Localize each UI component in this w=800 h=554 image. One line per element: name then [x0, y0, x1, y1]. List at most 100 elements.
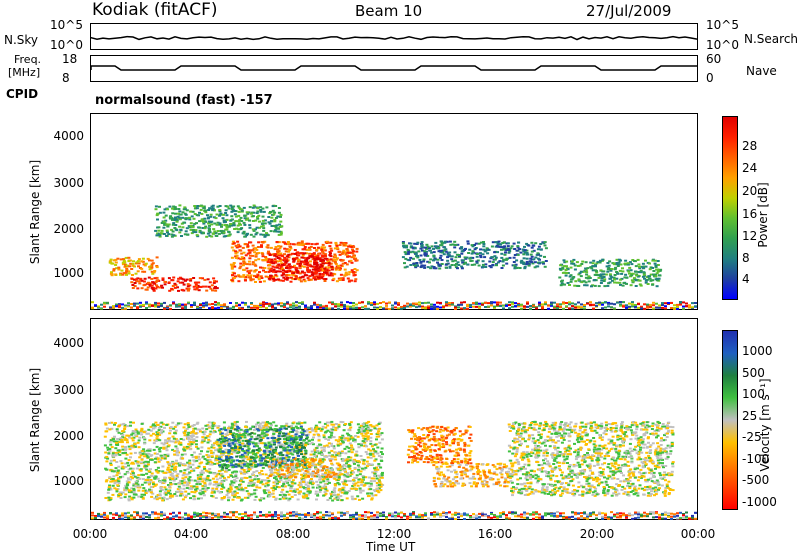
velocity-echo-cell: [346, 460, 350, 463]
velocity-echo-cell: [367, 420, 371, 423]
velocity-echo-cell: [311, 438, 314, 441]
power-echo-cell: [656, 260, 660, 262]
power-ground-scatter-cell: [586, 302, 589, 305]
power-echo-cell: [210, 205, 214, 208]
power-ground-scatter-cell: [283, 302, 286, 305]
power-ground-scatter-cell: [328, 307, 331, 310]
power-ground-scatter-cell: [676, 307, 679, 310]
power-echo-cell: [468, 257, 472, 260]
velocity-echo-cell: [168, 432, 172, 435]
power-echo-cell: [515, 259, 519, 262]
velocity-echo-cell: [190, 479, 193, 482]
power-echo-cell: [178, 218, 182, 221]
power-echo-cell: [117, 268, 121, 271]
power-echo-cell: [293, 249, 297, 251]
power-echo-cell: [349, 251, 353, 254]
power-echo-cell: [355, 250, 359, 253]
power-ground-scatter-cell: [460, 301, 463, 304]
power-echo-cell: [241, 246, 245, 249]
velocity-echo-cell: [117, 450, 121, 453]
power-echo-cell: [584, 281, 588, 284]
power-echo-cell: [621, 267, 624, 270]
power-echo-cell: [268, 269, 272, 272]
power-echo-cell: [513, 265, 517, 268]
velocity-echo-cell: [360, 432, 364, 435]
velocity-echo-cell: [360, 479, 364, 482]
power-echo-cell: [136, 260, 140, 263]
power-echo-cell: [244, 243, 248, 246]
power-ground-scatter-cell: [484, 306, 487, 308]
velocity-echo-cell: [183, 469, 187, 472]
power-ground-scatter-cell: [250, 306, 253, 309]
velocity-echo-cell: [117, 465, 121, 468]
power-ground-scatter-cell: [385, 304, 388, 307]
power-echo-cell: [630, 263, 634, 266]
velocity-echo-cell: [229, 488, 233, 491]
power-echo-cell: [563, 261, 567, 264]
velocity-echo-cell: [266, 477, 270, 479]
power-echo-cell: [346, 250, 350, 252]
power-echo-cell: [215, 235, 219, 237]
velocity-echo-cell: [237, 455, 241, 457]
velocity-echo-cell: [162, 446, 166, 449]
power-echo-cell: [593, 273, 597, 276]
velocity-echo-cell: [315, 480, 319, 483]
power-echo-cell: [195, 288, 198, 291]
power-echo-cell: [475, 253, 479, 255]
velocity-echo-cell: [261, 483, 265, 486]
velocity-echo-cell: [176, 449, 180, 452]
velocity-echo-cell: [103, 444, 107, 447]
velocity-echo-cell: [240, 498, 244, 501]
power-echo-cell: [531, 244, 535, 247]
velocity-echo-cell: [348, 438, 352, 441]
power-ground-scatter-cell: [454, 308, 457, 310]
power-echo-cell: [252, 262, 256, 265]
velocity-echo-cell: [348, 480, 352, 482]
power-echo-cell: [162, 233, 166, 235]
power-echo-cell: [505, 262, 509, 265]
velocity-echo-cell: [156, 433, 159, 436]
velocity-echo-cell: [143, 489, 147, 492]
velocity-echo-cell: [179, 422, 183, 425]
velocity-echo-cell: [186, 482, 190, 485]
velocity-echo-cell: [372, 425, 376, 428]
velocity-echo-cell: [222, 421, 226, 424]
power-ground-scatter-cell: [241, 307, 244, 310]
power-echo-cell: [242, 268, 245, 271]
power-ground-scatter-cell: [163, 301, 166, 304]
power-echo-cell: [525, 257, 529, 260]
power-ground-scatter-cell: [637, 303, 640, 306]
power-echo-cell: [271, 275, 275, 278]
power-echo-cell: [638, 267, 642, 270]
velocity-echo-cell: [253, 492, 257, 495]
power-echo-cell: [507, 248, 511, 251]
velocity-echo-cell: [202, 433, 206, 436]
power-echo-cell: [127, 270, 131, 273]
velocity-echo-cell: [116, 444, 120, 446]
power-ground-scatter-cell: [292, 307, 295, 310]
power-echo-cell: [300, 242, 304, 245]
power-echo-cell: [139, 278, 143, 281]
velocity-echo-cell: [169, 426, 173, 429]
velocity-echo-cell: [208, 479, 212, 482]
power-echo-cell: [150, 286, 154, 289]
power-ground-scatter-cell: [436, 307, 439, 310]
velocity-echo-cell: [226, 431, 230, 434]
velocity-echo-cell: [322, 485, 326, 488]
power-ground-scatter-cell: [502, 304, 505, 307]
velocity-echo-cell: [304, 488, 308, 491]
velocity-echo-cell: [165, 449, 169, 452]
power-ytick: 2000: [53, 222, 84, 236]
velocity-echo-cell: [205, 462, 209, 465]
power-ground-scatter-cell: [265, 302, 268, 305]
velocity-echo-cell: [265, 449, 269, 452]
power-ground-scatter-cell: [448, 304, 451, 307]
velocity-echo-cell: [143, 455, 147, 458]
velocity-echo-cell: [211, 431, 215, 434]
velocity-echo-cell: [336, 440, 340, 443]
power-echo-cell: [536, 252, 540, 255]
velocity-echo-cell: [247, 482, 251, 484]
velocity-echo-cell: [342, 429, 346, 432]
power-ground-scatter-cell: [682, 305, 685, 308]
power-ground-scatter-cell: [292, 304, 295, 307]
